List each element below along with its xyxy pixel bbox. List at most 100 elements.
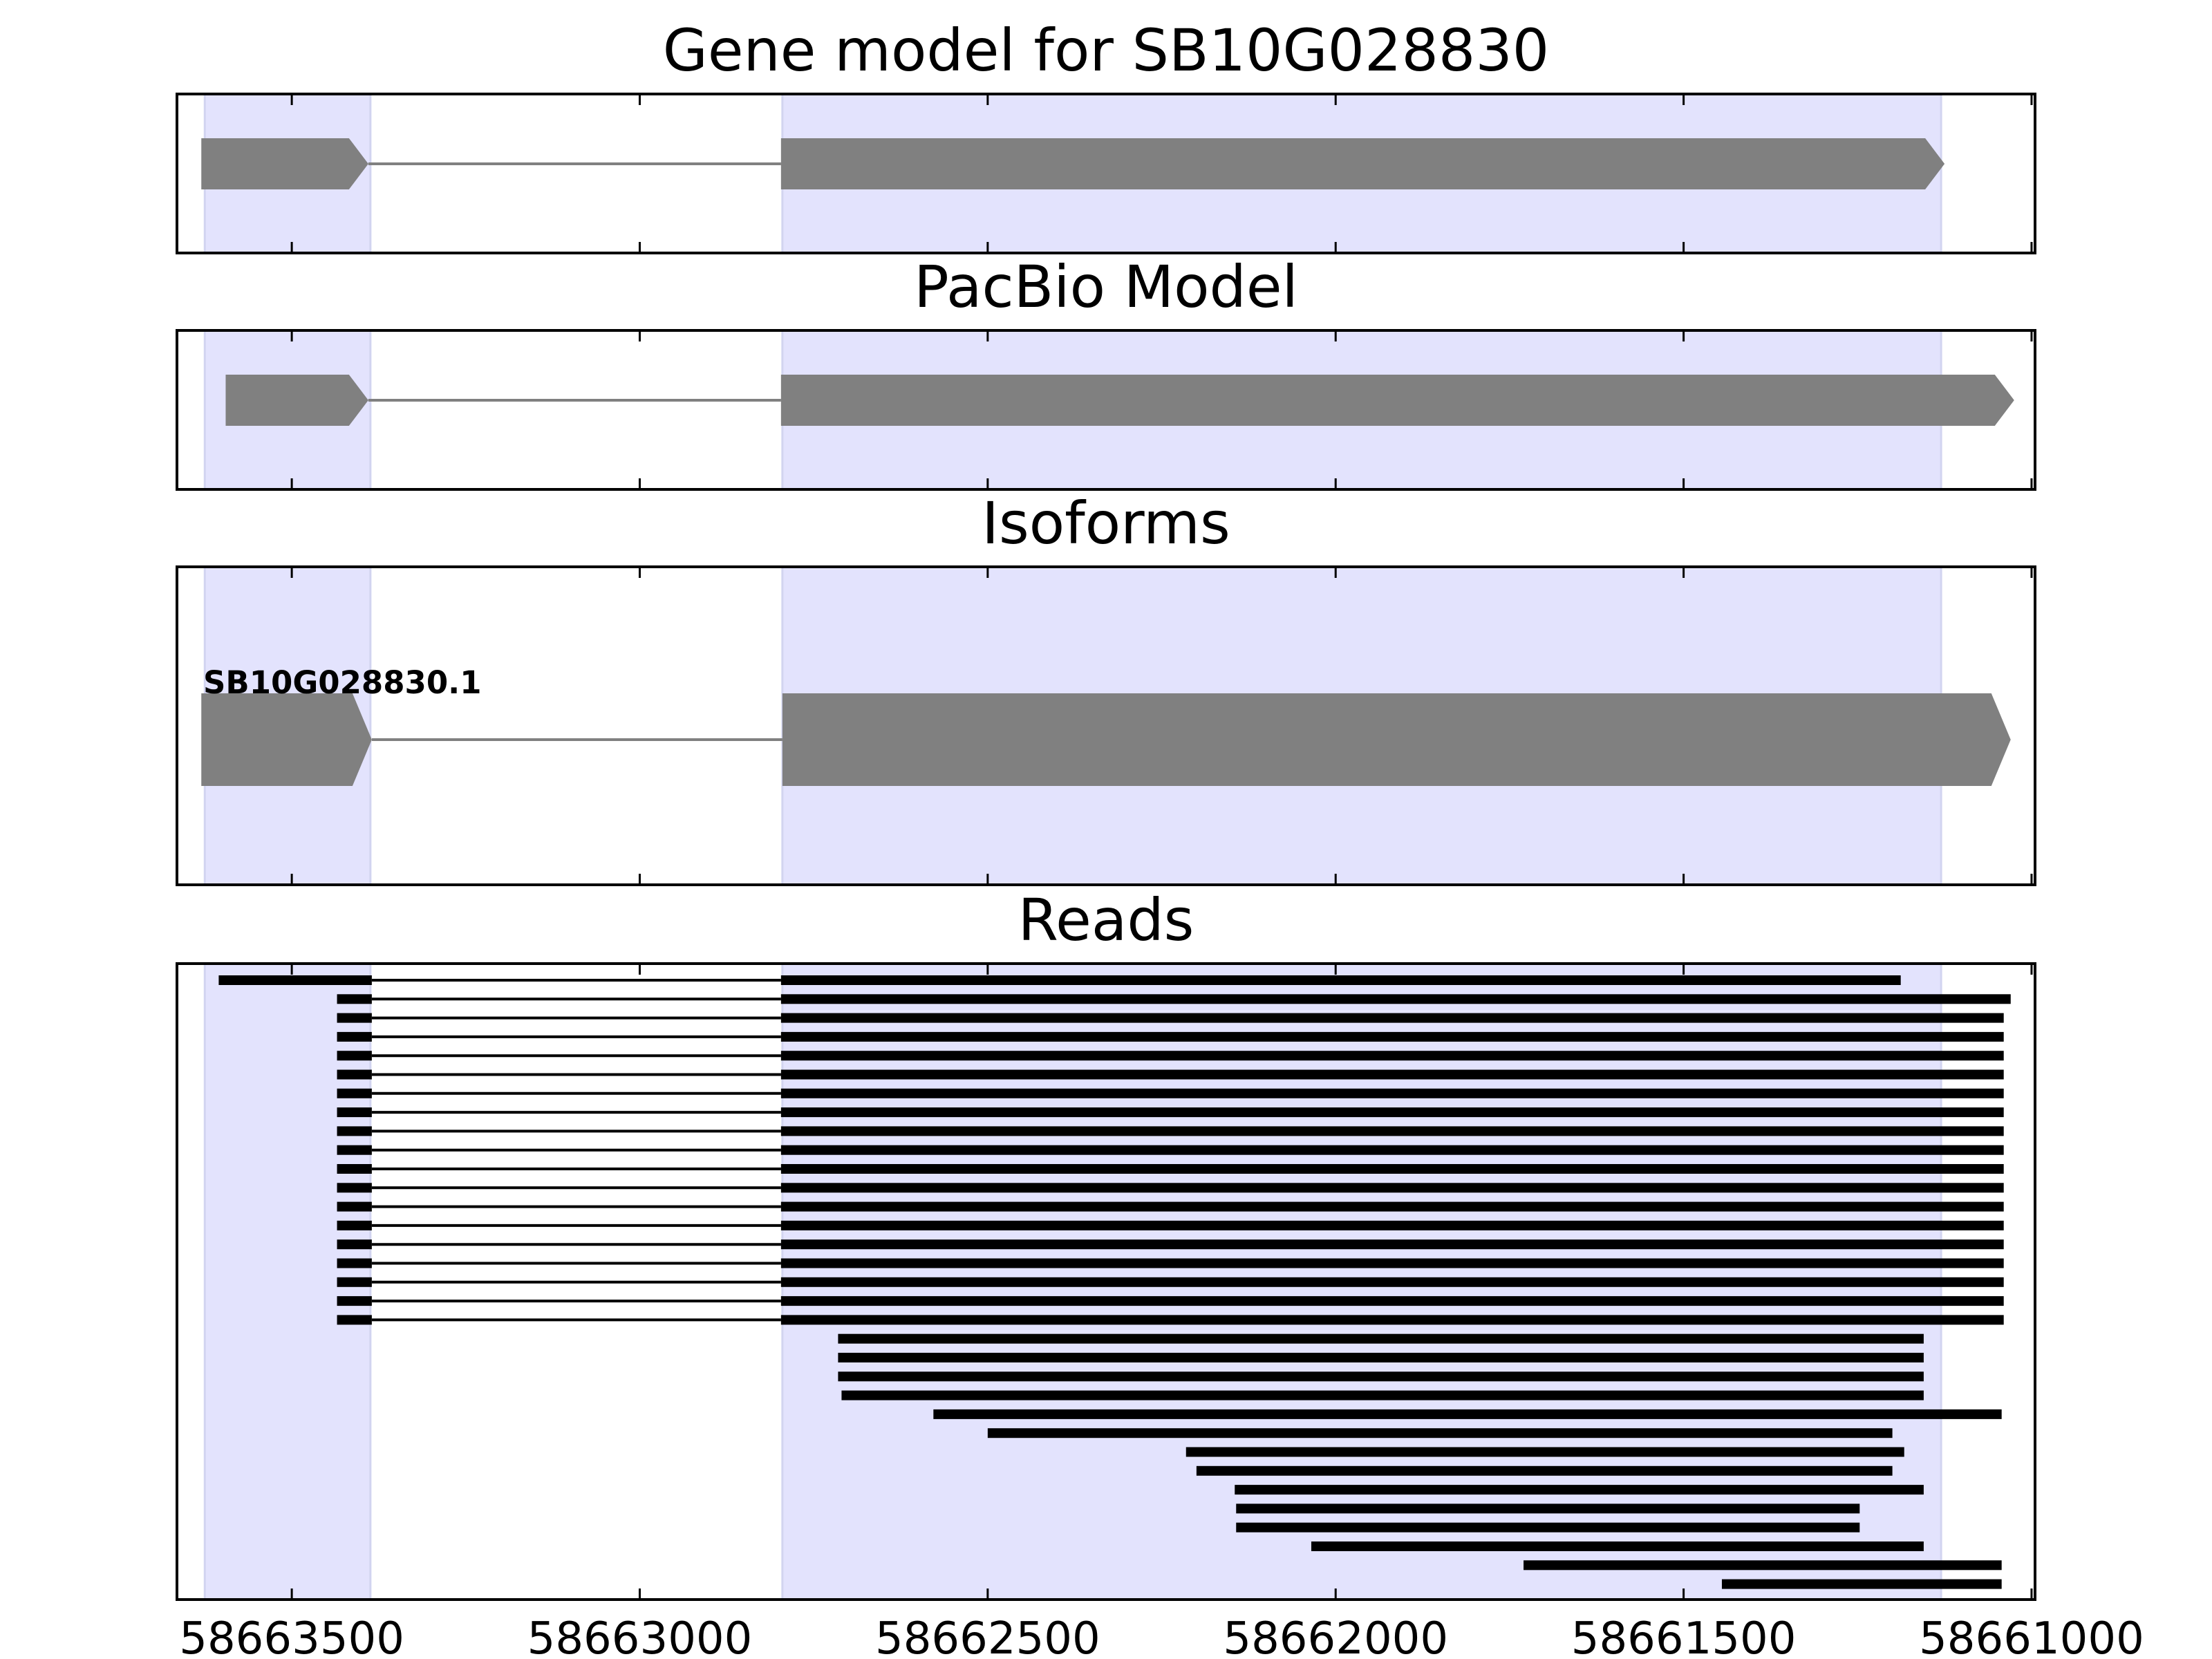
- x-tick-label: 58662500: [875, 1613, 1100, 1659]
- read: [337, 1277, 2004, 1287]
- reads-panel: Reads 58663500 58663000 58662500 58662000 586…: [176, 886, 2144, 1659]
- exon-block: [225, 375, 368, 426]
- read: [218, 975, 1901, 985]
- read: [337, 1126, 2004, 1136]
- read: [1524, 1560, 2002, 1571]
- read-block: [780, 1164, 2004, 1174]
- read: [337, 1107, 2004, 1118]
- read-block: [780, 1145, 2004, 1155]
- read: [1235, 1485, 1924, 1495]
- read-block: [337, 994, 372, 1004]
- read-block: [337, 1126, 372, 1136]
- read-block: [780, 1069, 2004, 1080]
- read-block: [838, 1333, 1924, 1344]
- read: [337, 1239, 2004, 1250]
- read: [337, 1201, 2004, 1212]
- read-block: [780, 975, 1901, 985]
- read: [337, 1145, 2004, 1155]
- panel-frame: [176, 962, 2036, 1601]
- read-block: [780, 1315, 2004, 1325]
- x-tick-label: 58663000: [527, 1613, 753, 1659]
- isoforms-panel: Isoforms SB10G028830.1: [176, 489, 2036, 886]
- read: [337, 994, 2011, 1004]
- read-block: [337, 1220, 372, 1230]
- exon-block: [782, 693, 2011, 786]
- read: [337, 1258, 2004, 1268]
- panel-frame: [176, 565, 2036, 886]
- read-block: [1235, 1485, 1924, 1495]
- read: [841, 1390, 1924, 1400]
- read-block: [218, 975, 372, 985]
- read-block: [337, 1164, 372, 1174]
- read-block: [337, 1013, 372, 1023]
- read: [838, 1333, 1924, 1344]
- panel-title: Reads: [1018, 886, 1194, 954]
- read-block: [780, 1183, 2004, 1193]
- read-block: [1236, 1503, 1860, 1514]
- read-block: [933, 1409, 2002, 1419]
- read: [987, 1428, 1893, 1438]
- read: [337, 1183, 2004, 1193]
- read: [933, 1409, 2002, 1419]
- x-tick-label: 58661500: [1571, 1613, 1797, 1659]
- read-block: [337, 1315, 372, 1325]
- read: [337, 1031, 2004, 1042]
- read-block: [780, 1296, 2004, 1306]
- read-block: [337, 1183, 372, 1193]
- exon-block: [780, 375, 2014, 426]
- exon-block: [780, 138, 1945, 189]
- read-block: [780, 994, 2011, 1004]
- read-block: [1236, 1522, 1860, 1533]
- read-block: [841, 1390, 1924, 1400]
- read-block: [337, 1031, 372, 1042]
- read: [1185, 1447, 1904, 1457]
- read-block: [987, 1428, 1893, 1438]
- pacbio-model-panel: PacBio Model: [176, 253, 2036, 491]
- read-block: [337, 1088, 372, 1098]
- panel-frame: [176, 93, 2036, 254]
- read-block: [780, 1031, 2004, 1042]
- read-block: [337, 1239, 372, 1250]
- x-tick-label: 58661000: [1919, 1613, 2144, 1659]
- read-block: [337, 1258, 372, 1268]
- read-block: [780, 1013, 2004, 1023]
- read-block: [337, 1051, 372, 1061]
- read-block: [838, 1353, 1924, 1362]
- read-block: [838, 1371, 1924, 1382]
- read-block: [780, 1051, 2004, 1061]
- read: [1721, 1579, 2002, 1589]
- read-block: [780, 1126, 2004, 1136]
- read-block: [337, 1296, 372, 1306]
- read: [337, 1296, 2004, 1306]
- exon-block: [201, 138, 368, 189]
- read-block: [1311, 1541, 1924, 1551]
- read: [838, 1371, 1924, 1382]
- read: [337, 1315, 2004, 1325]
- read: [337, 1220, 2004, 1230]
- read-block: [780, 1220, 2004, 1230]
- read: [1236, 1503, 1860, 1514]
- panel-frame: [176, 329, 2036, 491]
- read-block: [780, 1201, 2004, 1212]
- read-block: [337, 1201, 372, 1212]
- read: [337, 1164, 2004, 1174]
- read-block: [780, 1107, 2004, 1118]
- read: [337, 1088, 2004, 1098]
- read: [337, 1051, 2004, 1061]
- exon-block: [201, 693, 372, 786]
- read-block: [1524, 1560, 2002, 1571]
- read: [838, 1353, 1924, 1362]
- x-tick-label: 58662000: [1223, 1613, 1448, 1659]
- read-block: [1185, 1447, 1904, 1457]
- gene-model-panel: Gene model for SB10G028830: [176, 17, 2036, 254]
- read-block: [337, 1069, 372, 1080]
- read-block: [337, 1277, 372, 1287]
- read: [1311, 1541, 1924, 1551]
- read-block: [1196, 1465, 1893, 1476]
- read-block: [780, 1239, 2004, 1250]
- isoform-label: SB10G028830.1: [203, 664, 482, 701]
- panel-title: Isoforms: [982, 489, 1230, 557]
- panel-title: Gene model for SB10G028830: [663, 17, 1549, 84]
- x-tick-label: 58663500: [179, 1613, 404, 1659]
